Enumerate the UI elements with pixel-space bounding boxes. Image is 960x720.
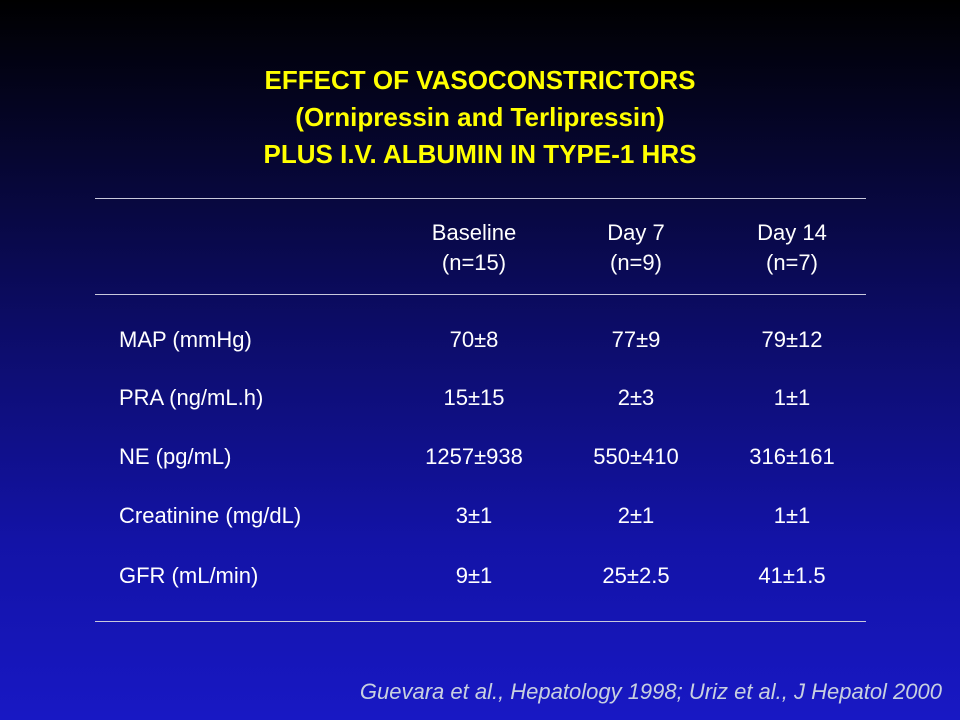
column-header-name: Day 14: [757, 220, 827, 245]
row-label-map: MAP (mmHg): [119, 327, 252, 352]
column-header-n: (n=9): [610, 250, 662, 275]
column-header-baseline: Baseline (n=15): [394, 218, 554, 278]
table-cell: 15±15: [443, 385, 505, 410]
row-label-creatinine: Creatinine (mg/dL): [119, 503, 302, 528]
table-cell: 70±8: [449, 327, 499, 352]
table-cell: 79±12: [761, 327, 823, 352]
table-cell: 1±1: [773, 503, 811, 528]
row-label-gfr: GFR (mL/min): [119, 563, 259, 588]
table-cell: 550±410: [593, 444, 679, 469]
title-line-2: (Ornipressin and Terlipressin): [295, 102, 665, 132]
column-header-name: Baseline: [431, 220, 517, 245]
table-cell: 1±1: [773, 385, 811, 410]
citation: Guevara et al., Hepatology 1998; Uriz et…: [359, 679, 942, 704]
table-cell: 9±1: [455, 563, 493, 588]
table-cell: 3±1: [455, 503, 493, 528]
table-cell: 41±1.5: [758, 563, 826, 588]
row-label-ne: NE (pg/mL): [119, 444, 232, 469]
table-cell: 77±9: [611, 327, 661, 352]
column-header-name: Day 7: [607, 220, 665, 245]
row-label-pra: PRA (ng/mL.h): [119, 385, 264, 410]
column-header-day-14: Day 14 (n=7): [712, 218, 872, 278]
title-line-1: EFFECT OF VASOCONSTRICTORS: [264, 65, 696, 95]
slide-title: EFFECT OF VASOCONSTRICTORS (Ornipressin …: [0, 62, 960, 173]
table-cell: 2±1: [617, 503, 655, 528]
table-bottom-rule: [95, 621, 866, 622]
table-cell: 1257±938: [425, 444, 523, 469]
column-header-n: (n=15): [441, 250, 507, 275]
column-header-day-7: Day 7 (n=9): [556, 218, 716, 278]
table-cell: 316±161: [749, 444, 835, 469]
column-header-n: (n=7): [766, 250, 818, 275]
table-top-rule: [95, 198, 866, 199]
header-bottom-rule: [95, 294, 866, 295]
table-cell: 25±2.5: [602, 563, 670, 588]
table-cell: 2±3: [617, 385, 655, 410]
title-line-3: PLUS I.V. ALBUMIN IN TYPE-1 HRS: [263, 139, 697, 169]
